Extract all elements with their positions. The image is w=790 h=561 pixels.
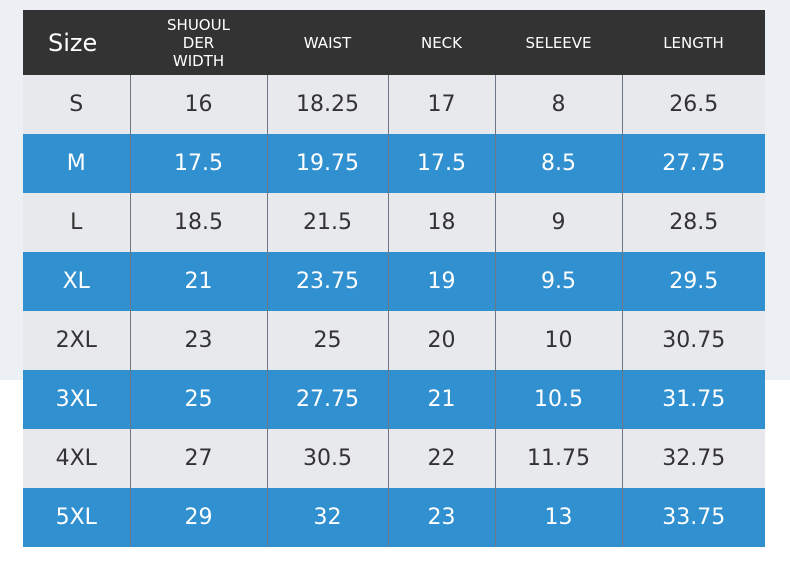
value-cell: 8.5 [494,134,622,193]
value-cell: 19.75 [266,134,388,193]
value-cell: 33.75 [621,488,765,547]
value-cell: 13 [494,488,622,547]
value-cell: 27 [129,429,267,488]
value-cell: 32.75 [621,429,765,488]
value-cell: 11.75 [494,429,622,488]
header-cell: WAIST [267,10,388,75]
size-cell: 3XL [23,370,130,429]
value-cell: 10 [494,311,622,370]
value-cell: 21 [387,370,495,429]
header-text: WAIST [303,33,352,52]
value-cell: 10.5 [494,370,622,429]
size-cell: M [23,134,130,193]
value-cell: 19 [387,252,495,311]
size-cell: XL [23,252,130,311]
value-cell: 9 [494,193,622,252]
value-cell: 23 [387,488,495,547]
size-cell: 5XL [23,488,130,547]
value-cell: 32 [266,488,388,547]
size-cell: S [23,75,130,134]
value-cell: 29.5 [621,252,765,311]
header-cell: LENGTH [622,10,765,75]
value-cell: 31.75 [621,370,765,429]
value-cell: 30.75 [621,311,765,370]
value-cell: 27.75 [266,370,388,429]
value-cell: 25 [129,370,267,429]
table-row: XL 21 23.75 19 9.5 29.5 [23,252,765,311]
value-cell: 22 [387,429,495,488]
value-cell: 25 [266,311,388,370]
value-cell: 30.5 [266,429,388,488]
size-cell: 4XL [23,429,130,488]
table-row: 3XL 25 27.75 21 10.5 31.75 [23,370,765,429]
header-cell: SELEEVE [495,10,622,75]
value-cell: 21 [129,252,267,311]
value-cell: 9.5 [494,252,622,311]
value-cell: 21.5 [266,193,388,252]
value-cell: 29 [129,488,267,547]
table-row: 2XL 23 25 20 10 30.75 [23,311,765,370]
header-cell: NECK [388,10,495,75]
header-text: NECK [420,33,462,52]
value-cell: 26.5 [621,75,765,134]
value-cell: 18 [387,193,495,252]
size-cell: 2XL [23,311,130,370]
value-cell: 17 [387,75,495,134]
value-cell: 17.5 [387,134,495,193]
header-text: Size [48,28,98,57]
value-cell: 27.75 [621,134,765,193]
header-row: Size SHUOUL DER WIDTH WAIST NECK SELEEVE LENG… [23,10,765,75]
value-cell: 17.5 [129,134,267,193]
header-cell: Size [23,10,130,75]
value-cell: 18.25 [266,75,388,134]
table-row: S 16 18.25 17 8 26.5 [23,75,765,134]
value-cell: 16 [129,75,267,134]
value-cell: 23 [129,311,267,370]
table-row: L 18.5 21.5 18 9 28.5 [23,193,765,252]
size-table: Size SHUOUL DER WIDTH WAIST NECK SELEEVE LENG… [23,10,765,547]
size-cell: L [23,193,130,252]
value-cell: 20 [387,311,495,370]
header-text: SHUOUL DER WIDTH [167,15,230,70]
header-text: SELEEVE [525,33,592,52]
header-cell: SHUOUL DER WIDTH [130,10,267,75]
table-row: 5XL 29 32 23 13 33.75 [23,488,765,547]
header-text: LENGTH [663,33,724,52]
table-row: M 17.5 19.75 17.5 8.5 27.75 [23,134,765,193]
value-cell: 8 [494,75,622,134]
value-cell: 18.5 [129,193,267,252]
value-cell: 28.5 [621,193,765,252]
table-row: 4XL 27 30.5 22 11.75 32.75 [23,429,765,488]
value-cell: 23.75 [266,252,388,311]
